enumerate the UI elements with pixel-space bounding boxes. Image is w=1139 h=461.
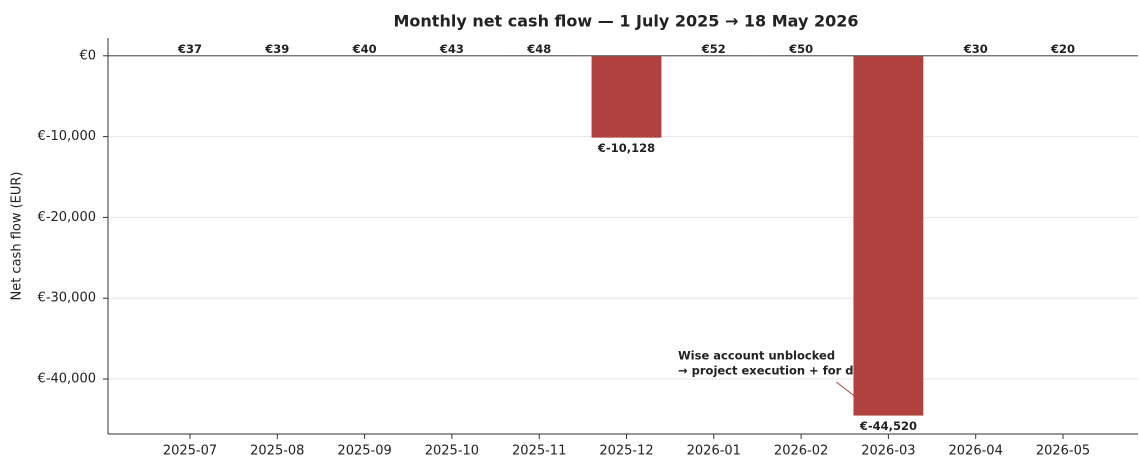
bar [853,55,924,416]
x-tick-label: 2026-05 [1036,444,1090,459]
value-label: €20 [1050,42,1075,56]
x-tick-label: 2025-10 [425,444,479,459]
value-label: €50 [788,42,813,56]
value-label: €-10,128 [597,141,655,155]
y-axis-label: Net cash flow (EUR) [10,171,25,300]
annotation: → project execution + for donations [678,364,910,378]
annotation-arrow [836,381,855,397]
y-tick-label: €-40,000 [38,372,96,387]
value-label: €37 [177,42,202,56]
annotation: Wise account unblocked [678,349,835,363]
y-tick-label: €0 [79,48,96,63]
value-label: €43 [439,42,464,56]
value-label: €39 [264,42,289,56]
value-label: €52 [701,42,726,56]
x-tick-label: 2025-11 [512,444,566,459]
x-tick-label: 2025-09 [337,444,391,459]
value-label: €40 [352,42,377,56]
y-tick-label: €-10,000 [38,129,96,144]
x-tick-label: 2025-12 [599,444,653,459]
x-tick-label: 2026-01 [687,444,741,459]
y-tick-label: €-20,000 [38,210,96,225]
x-tick-label: 2025-08 [250,444,304,459]
x-tick-label: 2025-07 [163,444,217,459]
x-tick-label: 2026-04 [949,444,1003,459]
chart-title: Monthly net cash flow — 1 July 2025 → 18… [393,12,858,31]
bar [591,55,662,138]
x-tick-label: 2026-02 [774,444,828,459]
value-label: €-44,520 [859,419,917,433]
value-label: €48 [526,42,551,56]
value-label: €30 [963,42,988,56]
x-tick-label: 2026-03 [861,444,915,459]
y-tick-label: €-30,000 [38,291,96,306]
